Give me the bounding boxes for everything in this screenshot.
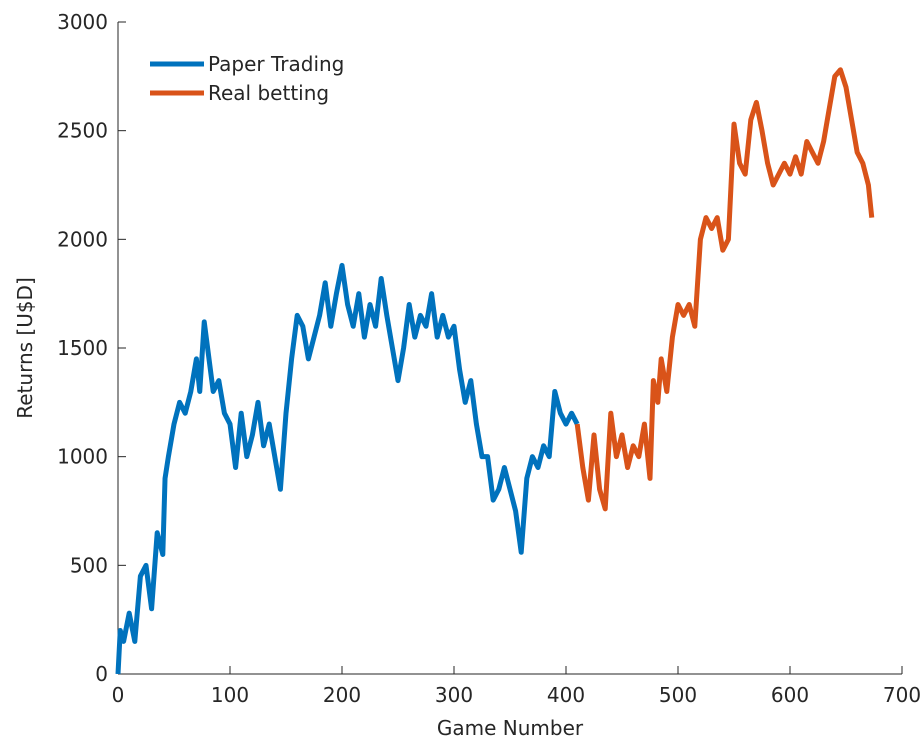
legend-label: Real betting [208,81,329,105]
y-tick-label: 0 [95,662,108,686]
x-tick-label: 400 [547,683,585,707]
y-tick-label: 1000 [57,445,108,469]
y-axis-label: Returns [U$D] [13,277,37,419]
x-tick-label: 300 [435,683,473,707]
x-tick-label: 100 [211,683,249,707]
series-line [574,67,875,512]
series-line [115,262,580,675]
x-tick-label: 200 [323,683,361,707]
legend-label: Paper Trading [208,52,344,76]
x-tick-label: 600 [771,683,809,707]
y-tick-label: 2000 [57,227,108,251]
y-tick-label: 3000 [57,10,108,34]
x-axis-label: Game Number [437,716,584,740]
y-tick-label: 2500 [57,119,108,143]
y-tick-label: 500 [70,553,108,577]
x-tick-label: 0 [112,683,125,707]
x-tick-label: 700 [883,683,921,707]
y-tick-label: 1500 [57,336,108,360]
x-tick-label: 500 [659,683,697,707]
